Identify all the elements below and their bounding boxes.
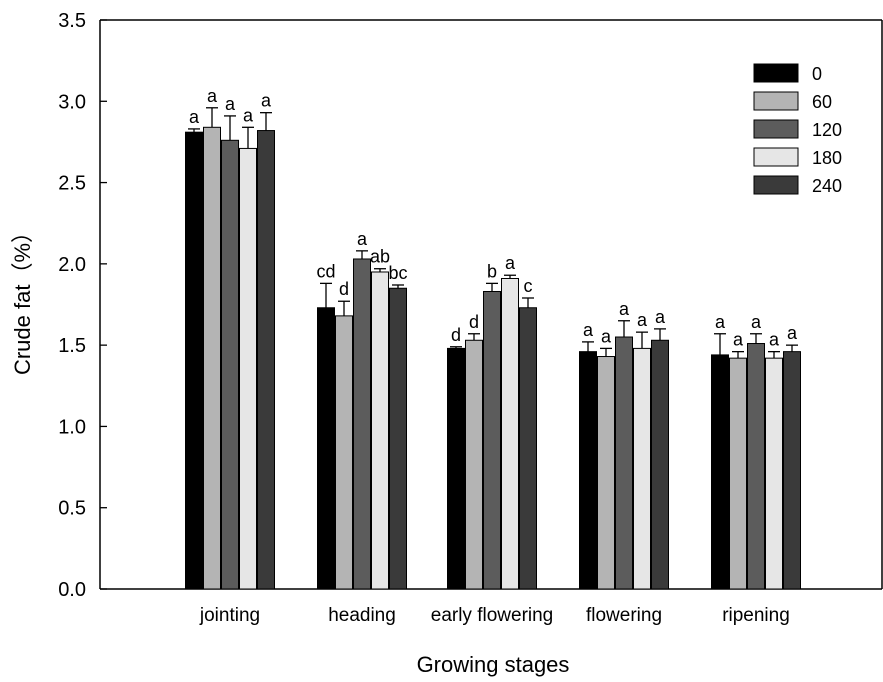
legend-label: 0 (812, 64, 822, 84)
bar (185, 131, 203, 590)
significance-label: a (715, 312, 726, 332)
significance-label: a (637, 310, 648, 330)
bar (519, 307, 537, 590)
significance-label: a (357, 229, 368, 249)
bar (221, 139, 239, 590)
bar (353, 258, 371, 590)
significance-label: a (733, 330, 744, 350)
x-category-label: flowering (586, 605, 662, 626)
significance-label: cd (316, 261, 335, 281)
y-ticks-group: 0.0 0.5 1.0 1.5 2.0 2.5 3.0 3.5 (58, 10, 107, 601)
significance-label: d (469, 312, 479, 332)
significance-label: a (601, 326, 612, 346)
significance-label: a (243, 105, 254, 125)
y-tick-label: 3.5 (58, 10, 86, 32)
significance-label: d (339, 279, 349, 299)
y-tick-label: 1.5 (58, 335, 86, 357)
legend-swatch (753, 91, 799, 111)
significance-label: a (505, 253, 516, 273)
bar (317, 307, 335, 590)
bar (747, 343, 765, 590)
legend-swatch (753, 63, 799, 83)
bar (389, 287, 407, 590)
y-tick-label: 0.5 (58, 498, 86, 520)
x-category-label: jointing (199, 605, 260, 626)
bar (579, 351, 597, 590)
significance-label: a (225, 94, 236, 114)
legend-label: 180 (812, 148, 842, 168)
significance-label: a (189, 107, 200, 127)
bar (651, 339, 669, 590)
significance-label: a (261, 91, 272, 111)
bar (257, 130, 275, 590)
y-tick-label: 1.0 (58, 416, 86, 438)
x-category-label: early flowering (431, 605, 554, 626)
x-category-label: ripening (722, 605, 790, 626)
legend-label: 60 (812, 92, 832, 112)
bar (765, 357, 783, 590)
error-bars-group (188, 107, 798, 359)
significance-label: bc (388, 263, 407, 283)
significance-label: ab (370, 247, 390, 267)
bars-group (185, 126, 801, 590)
bar (615, 336, 633, 590)
significance-label: a (655, 307, 666, 327)
bar (465, 339, 483, 590)
y-tick-label: 2.5 (58, 173, 86, 195)
y-tick-label: 0.0 (58, 579, 86, 601)
bar (711, 354, 729, 590)
bar (371, 271, 389, 590)
legend-label: 120 (812, 120, 842, 140)
y-tick-label: 2.0 (58, 254, 86, 276)
significance-label: a (769, 330, 780, 350)
bar (501, 277, 519, 590)
bar (729, 357, 747, 590)
legend-swatch (753, 119, 799, 139)
bar (335, 315, 353, 590)
significance-label: c (524, 276, 533, 296)
bar (633, 347, 651, 590)
y-tick-label: 3.0 (58, 91, 86, 113)
legend-swatch (753, 175, 799, 195)
x-category-labels-group: jointing heading early flowering flowering r… (199, 582, 790, 626)
y-axis-title: Crude fat（%） (10, 221, 35, 375)
bar (483, 290, 501, 590)
significance-label: a (787, 323, 798, 343)
bar (597, 356, 615, 590)
x-category-label: heading (328, 605, 396, 626)
significance-label: a (619, 299, 630, 319)
significance-label: d (451, 325, 461, 345)
bar (783, 351, 801, 590)
bar (447, 347, 465, 590)
legend-label: 240 (812, 176, 842, 196)
significance-label: a (751, 312, 762, 332)
significance-label: b (487, 261, 497, 281)
legend: 0 60 120 180 240 (753, 63, 842, 196)
significance-label: a (583, 320, 594, 340)
bar (203, 126, 221, 590)
legend-swatch (753, 147, 799, 167)
significance-label: a (207, 86, 218, 106)
bar (239, 147, 257, 590)
x-axis-title: Growing stages (417, 652, 570, 677)
